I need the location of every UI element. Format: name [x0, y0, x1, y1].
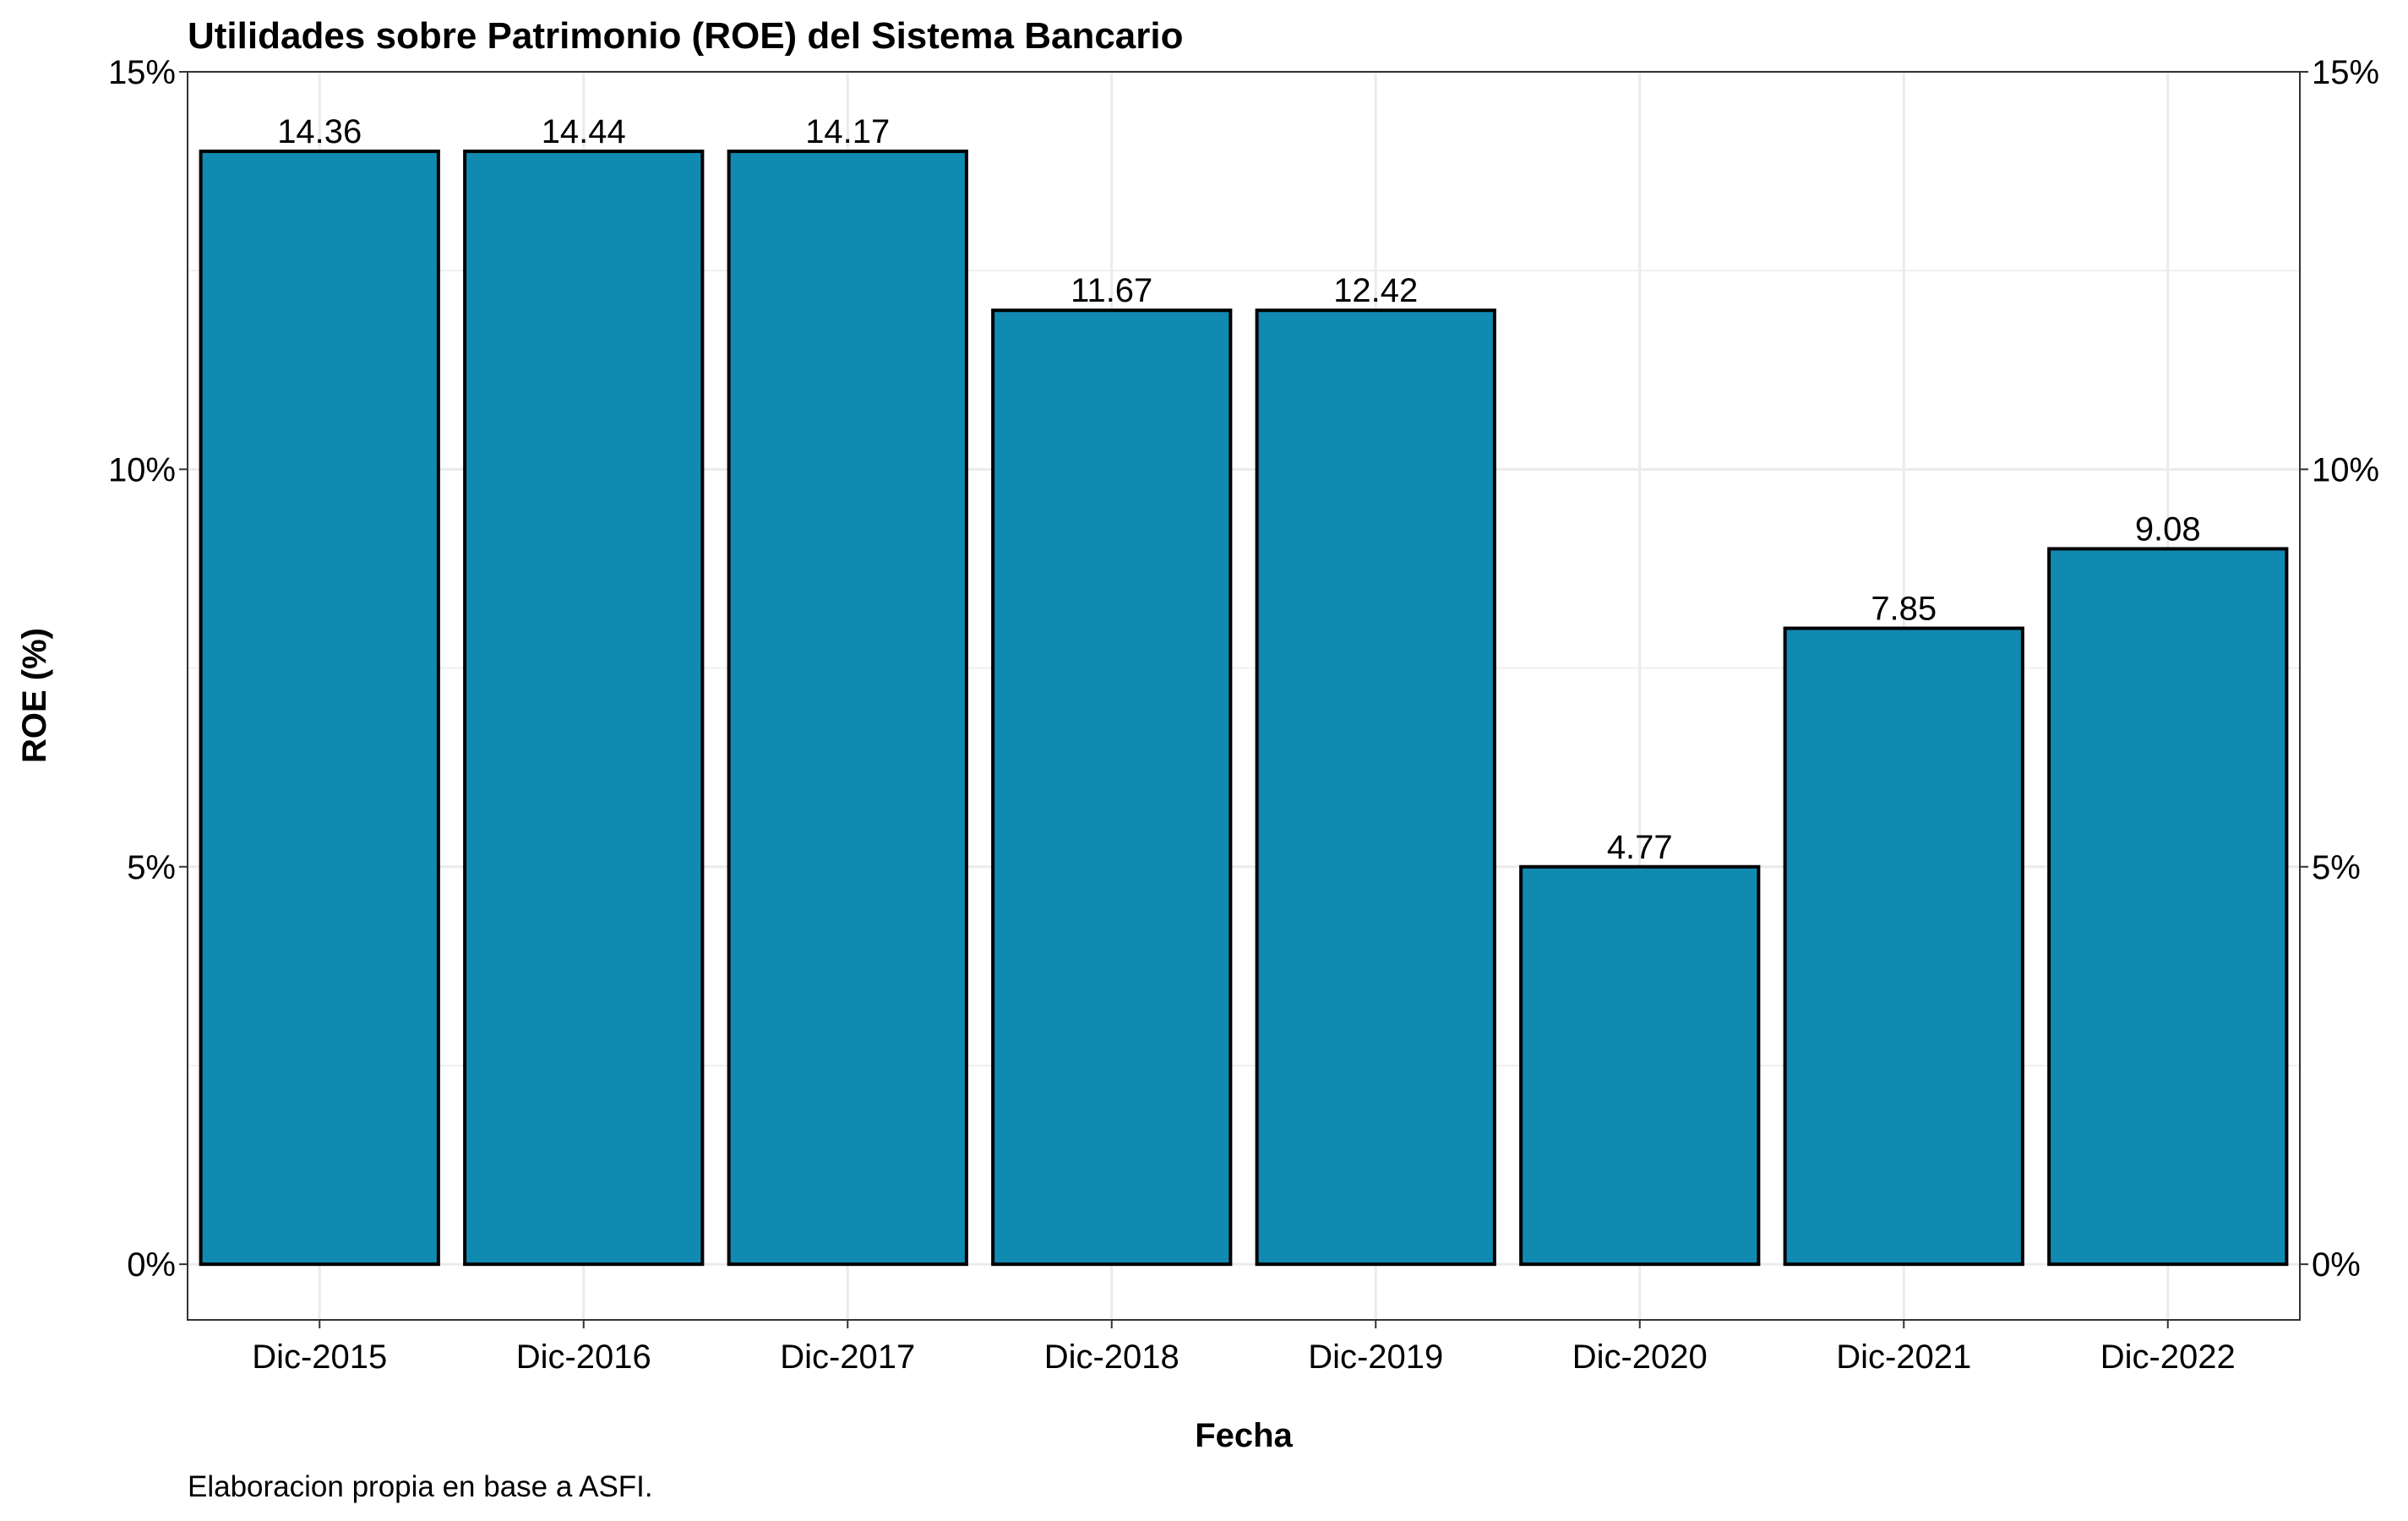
data-label: 14.44 [542, 113, 626, 150]
y2-tick-label: 15% [2312, 54, 2379, 91]
y2-tick-label: 10% [2312, 451, 2379, 488]
x-tick-label: Dic-2017 [780, 1338, 915, 1376]
y-tick-label: 0% [127, 1246, 176, 1284]
x-tick-label: Dic-2019 [1308, 1338, 1443, 1376]
x-tick-label: Dic-2020 [1572, 1338, 1708, 1376]
x-tick-label: Dic-2022 [2100, 1338, 2236, 1376]
y-axis-title: ROE (%) [16, 628, 53, 763]
x-axis-title: Fecha [1195, 1417, 1293, 1454]
data-label: 4.77 [1607, 829, 1673, 866]
y-axis-right: 0% 5% 10% 15% [2300, 54, 2379, 1284]
bar-dic-2020 [1519, 864, 1761, 1267]
y-tick-label: 5% [127, 849, 176, 886]
chart-caption: Elaboracion propia en base a ASFI. [188, 1470, 653, 1503]
bar-dic-2019 [1255, 308, 1496, 1267]
bar-dic-2015 [199, 150, 440, 1267]
y-axis-left: 0% 5% 10% 15% [108, 54, 188, 1284]
bar-dic-2022 [2047, 547, 2289, 1267]
x-tick-label: Dic-2016 [516, 1338, 651, 1376]
data-label: 12.42 [1333, 272, 1418, 309]
y-tick-label: 15% [108, 54, 176, 91]
y2-tick-label: 5% [2312, 849, 2361, 886]
bar-dic-2021 [1783, 626, 2024, 1267]
y-tick-label: 10% [108, 451, 176, 488]
data-label: 14.17 [805, 113, 890, 150]
x-tick-label: Dic-2015 [252, 1338, 387, 1376]
data-labels: 14.36 14.44 14.17 11.67 12.42 4.77 7.85 9.08 [277, 113, 2200, 866]
data-label: 9.08 [2135, 510, 2201, 548]
data-label: 11.67 [1071, 272, 1152, 309]
y2-tick-label: 0% [2312, 1246, 2361, 1284]
bar-dic-2017 [727, 150, 968, 1267]
bar-dic-2018 [991, 308, 1233, 1267]
chart-title: Utilidades sobre Patrimonio (ROE) del Si… [188, 15, 1184, 57]
x-tick-label: Dic-2021 [1836, 1338, 1971, 1376]
bars [199, 150, 2289, 1267]
panel-border [187, 71, 2301, 1321]
data-label: 7.85 [1871, 591, 1937, 628]
bar-dic-2016 [463, 150, 705, 1267]
data-label: 14.36 [277, 113, 362, 150]
x-tick-label: Dic-2018 [1044, 1338, 1179, 1376]
x-axis: Dic-2015 Dic-2016 Dic-2017 Dic-2018 Dic-2019… [252, 1320, 2236, 1376]
